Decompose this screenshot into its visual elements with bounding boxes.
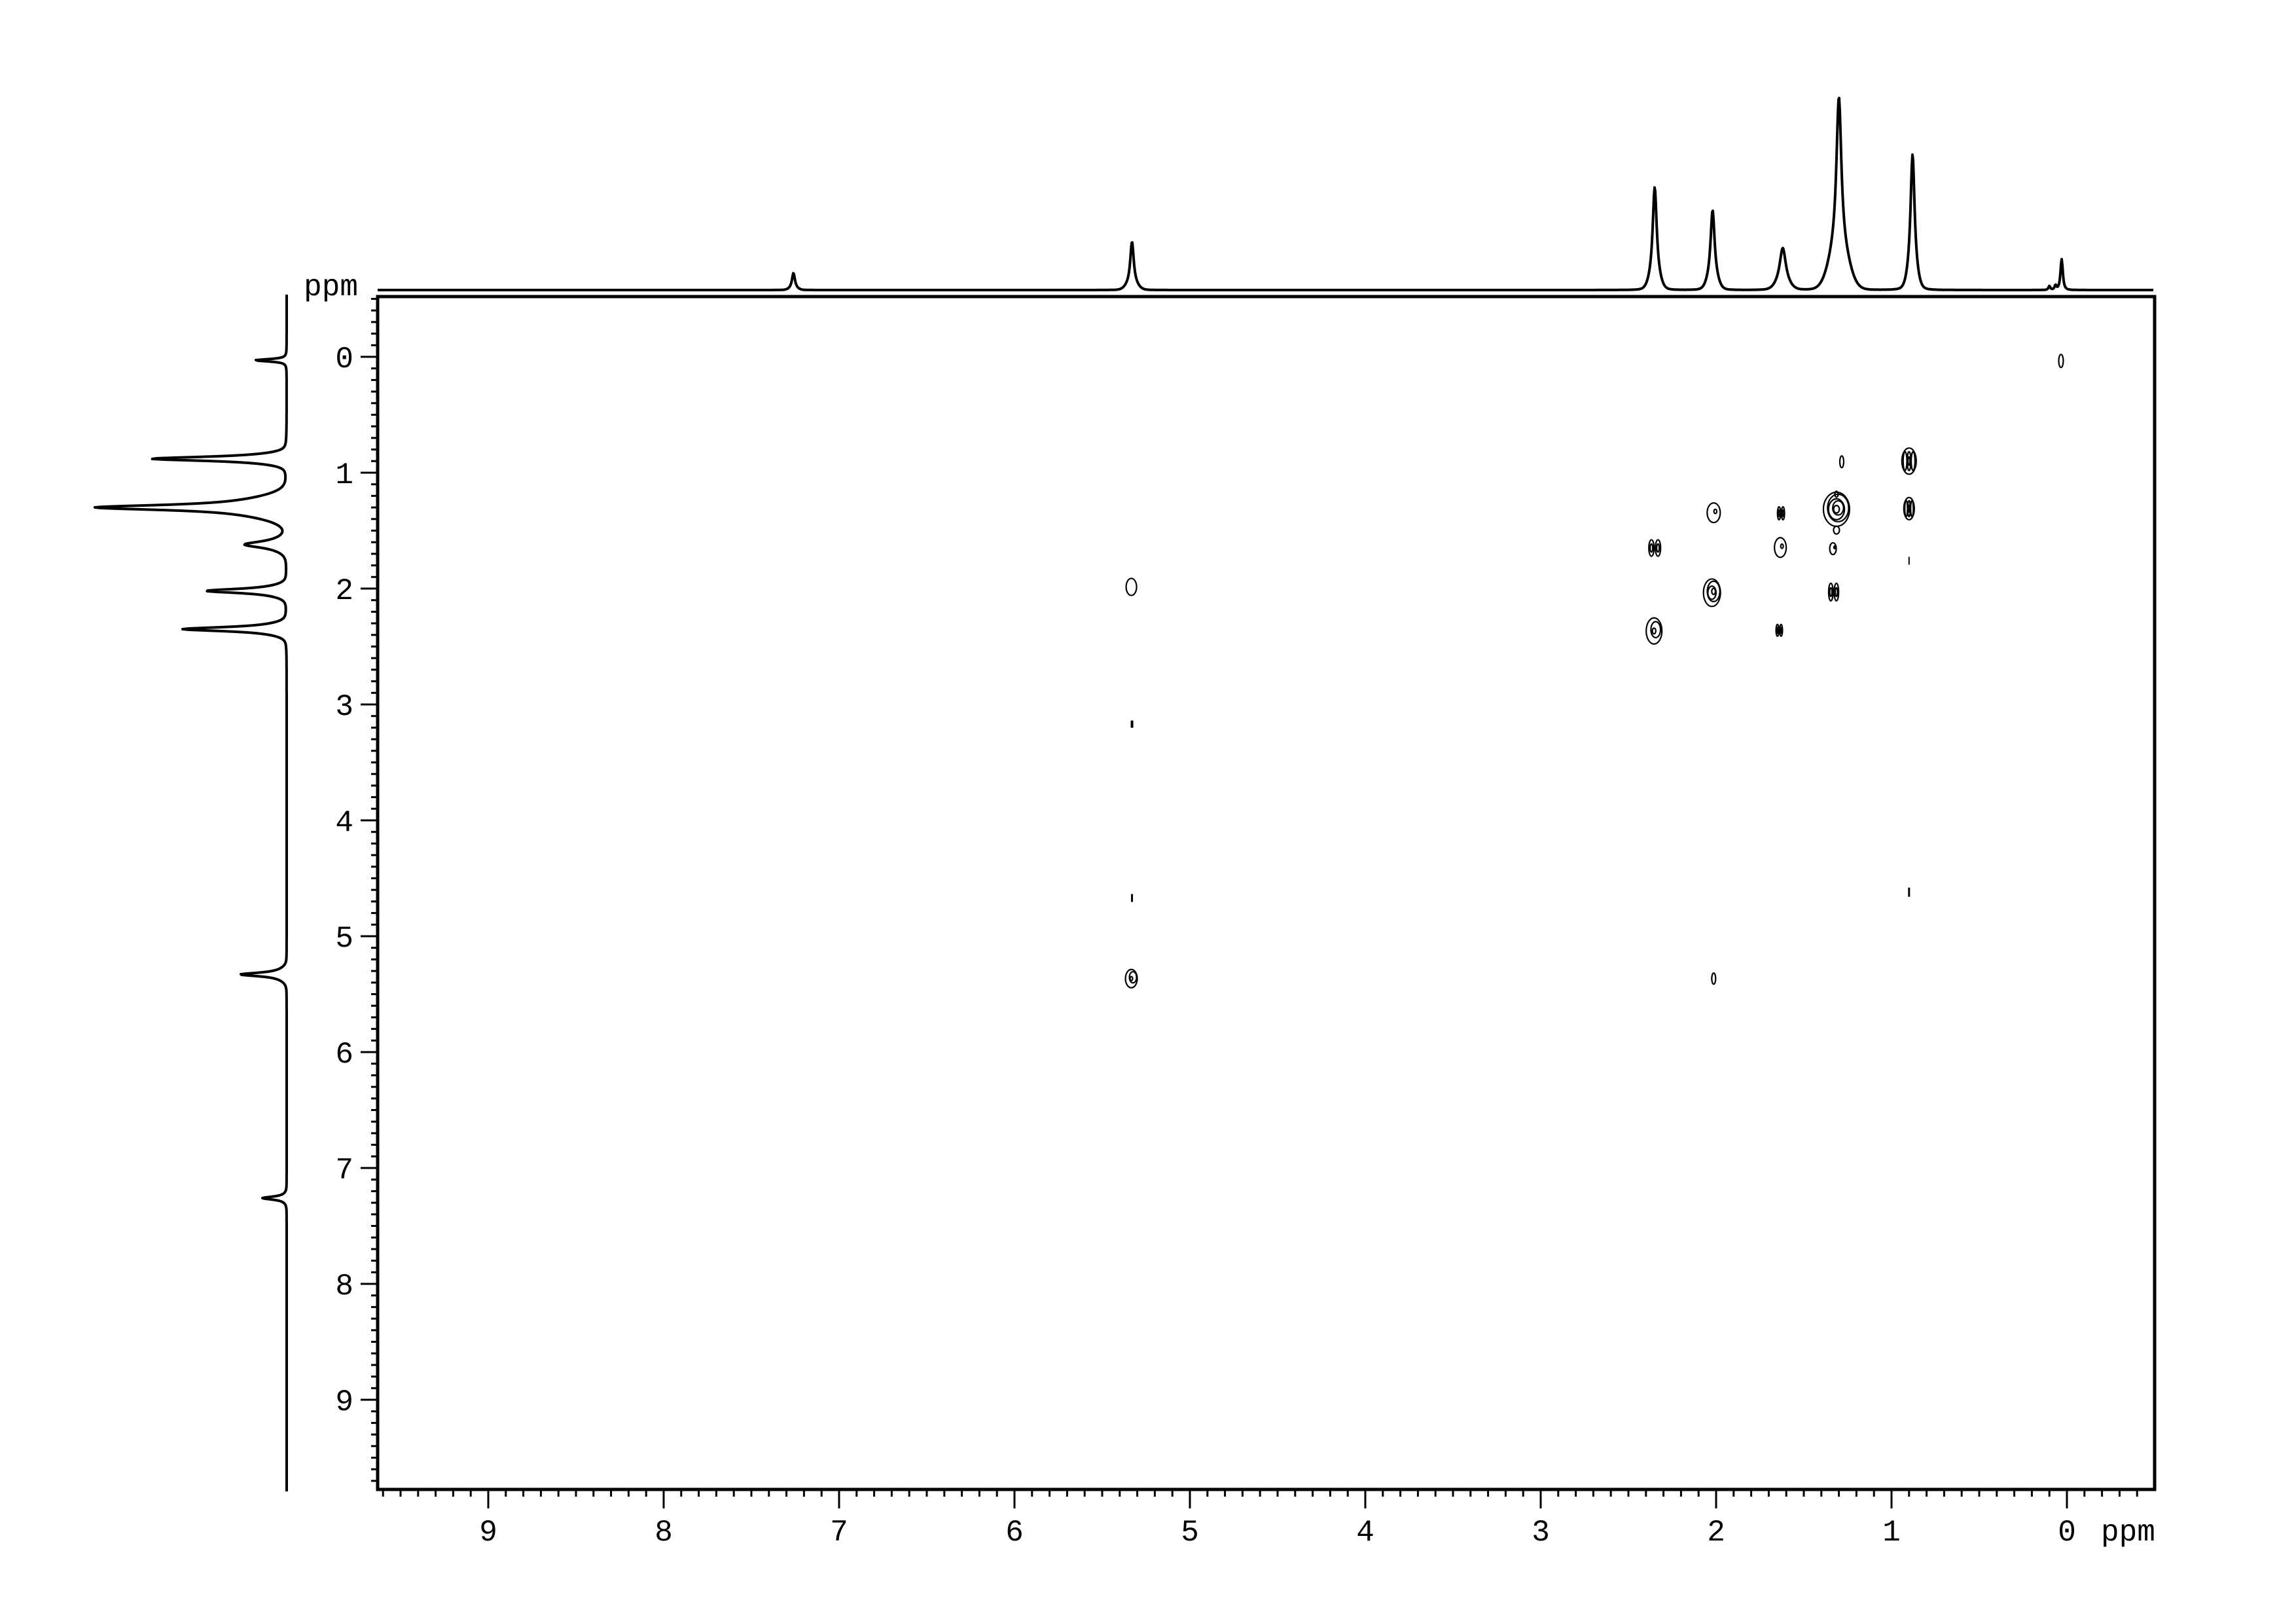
x-axis-tick-label-1: 1: [1882, 1516, 1901, 1550]
y-axis-tick-label-2: 2: [335, 574, 353, 608]
contour-ring: [1827, 498, 1846, 520]
contour-ring: [1839, 455, 1845, 469]
y-axis-tick-label-4: 4: [335, 806, 353, 840]
contour-ring: [1129, 976, 1134, 981]
contour-ring: [1829, 541, 1837, 556]
contour-ring: [1835, 587, 1839, 598]
contour-ring: [1910, 450, 1916, 471]
contour-ring: [1124, 968, 1138, 989]
contour-ring: [1903, 496, 1915, 520]
x-axis-tick-label-5: 5: [1181, 1516, 1199, 1550]
contour-ring: [1833, 525, 1840, 535]
top-1d-projection-trace: [377, 96, 2154, 291]
contour-ring: [2058, 354, 2064, 369]
contour-ring: [1780, 505, 1785, 520]
contour-ring: [1777, 509, 1781, 517]
x-axis-tick-label-0: 0: [2058, 1516, 2076, 1550]
contour-ring: [1781, 509, 1785, 517]
contour-ring: [1833, 545, 1837, 550]
contour-ring: [1780, 627, 1783, 634]
contour-ring: [1910, 500, 1914, 518]
left-1d-trace-path: [93, 294, 288, 1492]
y-axis-tick-label-3: 3: [335, 690, 353, 724]
diagonal-peak: [1774, 537, 1787, 558]
contour-ring: [1651, 627, 1657, 635]
y-axis-tick-label-0: 0: [335, 342, 353, 376]
contour-ring: [1834, 490, 1839, 498]
contour-ring: [1776, 505, 1782, 520]
contour-ring: [1656, 543, 1660, 553]
contour-ring: [1829, 587, 1833, 598]
contour-ring: [1907, 456, 1911, 466]
y-axis-tick-label-8: 8: [335, 1269, 353, 1304]
cross-peak: [1776, 505, 1785, 520]
contour-ring: [1706, 502, 1721, 524]
artifact-peak: [1833, 525, 1840, 535]
x-axis-unit-label: ppm: [2101, 1516, 2155, 1550]
contour-ring: [1902, 450, 1908, 471]
top-1d-trace-path: [377, 96, 2154, 291]
contour-ring: [1650, 621, 1662, 639]
cross-peak: [1706, 502, 1721, 524]
diagonal-peak: [1124, 968, 1138, 989]
contour-ring: [1648, 539, 1655, 557]
artifact-peak: [1834, 490, 1839, 498]
y-axis-tick-label-6: 6: [335, 1038, 353, 1072]
y-axis-tick-label-1: 1: [335, 458, 353, 492]
contour-ring: [1780, 543, 1784, 549]
x-axis-tick-label-6: 6: [1005, 1516, 1024, 1550]
x-axis-tick-label-8: 8: [655, 1516, 673, 1550]
contour-ring: [1833, 582, 1840, 602]
contour-ring: [1907, 504, 1911, 513]
y-axis-tick-label-9: 9: [335, 1385, 353, 1419]
diagonal-peak: [1901, 447, 1917, 475]
contour-ring: [1645, 617, 1663, 645]
diagonal-peak: [1702, 578, 1721, 608]
contour-ring: [1901, 447, 1917, 475]
x-axis-tick-label-3: 3: [1532, 1516, 1550, 1550]
contour-ring: [1649, 543, 1654, 553]
contour-ring: [1833, 505, 1840, 514]
y-axis-unit-label: ppm: [304, 270, 358, 304]
cross-peak: [1775, 623, 1784, 637]
contour-ring: [1707, 585, 1717, 600]
y-axis-tick-labels: 0 1 2 3 4 5 6 7 8 9: [335, 342, 353, 1419]
contour-ring: [1128, 971, 1138, 984]
y-axis-ticks: [361, 298, 378, 1482]
contour-ring: [1125, 577, 1138, 596]
diagonal-peak: [2058, 354, 2064, 369]
cross-peak: [1829, 541, 1837, 556]
x-axis-tick-label-4: 4: [1356, 1516, 1374, 1550]
cross-peak: [1125, 577, 1138, 596]
contour-ring: [1774, 537, 1787, 558]
cross-peak: [1903, 496, 1915, 520]
cross-peak: [1827, 582, 1840, 602]
cross-peak: [1711, 972, 1717, 985]
contour-cross-peaks: [1124, 354, 2064, 989]
contour-ring: [1776, 627, 1779, 634]
diagonal-peak: [1645, 617, 1663, 645]
x-axis-tick-labels: 9 8 7 6 5 4 3 2 1 0: [479, 1516, 2076, 1550]
x-axis-tick-label-7: 7: [830, 1516, 848, 1550]
x-axis-tick-label-2: 2: [1707, 1516, 1725, 1550]
contour-ring: [1827, 582, 1834, 602]
contour-ring: [1713, 508, 1718, 515]
cross-peak: [1648, 539, 1662, 557]
left-1d-projection-trace: [93, 294, 288, 1492]
x-axis-ticks: [382, 1489, 2138, 1508]
contour-ring: [1711, 587, 1717, 596]
y-axis-tick-label-5: 5: [335, 922, 353, 956]
contour-ring: [1832, 500, 1844, 516]
contour-ring: [1711, 972, 1717, 985]
plot-frame: [376, 295, 2157, 1491]
cross-peak: [1839, 455, 1845, 469]
x-axis-tick-label-9: 9: [479, 1516, 497, 1550]
y-axis-tick-label-7: 7: [335, 1154, 353, 1188]
contour-ring: [1655, 539, 1662, 557]
